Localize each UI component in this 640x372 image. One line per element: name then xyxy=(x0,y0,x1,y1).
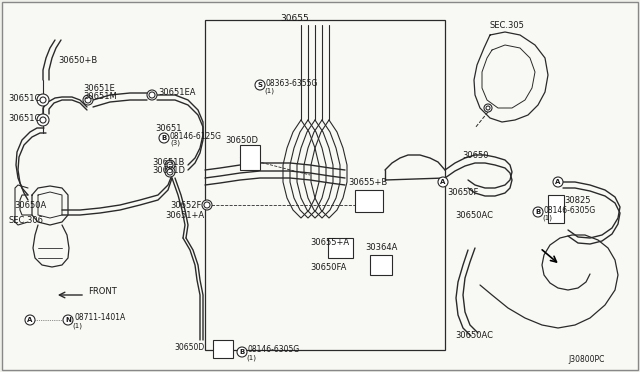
Circle shape xyxy=(167,169,173,175)
Text: 30651B: 30651B xyxy=(152,157,184,167)
Text: (1): (1) xyxy=(72,323,82,329)
Text: 08711-1401A: 08711-1401A xyxy=(74,314,125,323)
Text: 08146-6305G: 08146-6305G xyxy=(544,205,596,215)
Circle shape xyxy=(438,177,448,187)
Text: A: A xyxy=(28,317,33,323)
Text: 30655: 30655 xyxy=(280,13,308,22)
Circle shape xyxy=(237,347,247,357)
Circle shape xyxy=(484,104,492,112)
Circle shape xyxy=(149,92,155,98)
Text: 08363-6355G: 08363-6355G xyxy=(266,78,318,87)
Text: 30825: 30825 xyxy=(564,196,591,205)
Text: 30652F: 30652F xyxy=(170,201,202,209)
Text: S: S xyxy=(257,82,262,88)
Text: 30651C: 30651C xyxy=(8,93,40,103)
Text: 30651D: 30651D xyxy=(152,166,185,174)
Text: 30651M: 30651M xyxy=(83,92,116,100)
Circle shape xyxy=(165,160,175,170)
Text: 08146-6305G: 08146-6305G xyxy=(248,346,300,355)
Text: 30650: 30650 xyxy=(462,151,488,160)
Circle shape xyxy=(486,106,490,110)
Text: A: A xyxy=(556,179,561,185)
Text: 08146-6125G: 08146-6125G xyxy=(170,131,222,141)
Circle shape xyxy=(25,315,35,325)
Text: 30651EA: 30651EA xyxy=(158,87,195,96)
Circle shape xyxy=(167,162,173,168)
Bar xyxy=(328,238,353,258)
Text: (1): (1) xyxy=(542,215,552,221)
Text: SEC.306: SEC.306 xyxy=(8,215,43,224)
Text: 30651C: 30651C xyxy=(8,113,40,122)
Circle shape xyxy=(202,200,212,210)
Text: B: B xyxy=(239,349,244,355)
Text: B: B xyxy=(161,135,166,141)
Bar xyxy=(355,190,383,212)
Bar xyxy=(205,20,445,350)
Text: A: A xyxy=(440,179,445,185)
Text: N: N xyxy=(65,317,71,323)
Text: 30650D: 30650D xyxy=(175,343,205,353)
Text: 30651+A: 30651+A xyxy=(165,211,204,219)
Circle shape xyxy=(83,95,93,105)
Text: (1): (1) xyxy=(264,88,274,94)
Circle shape xyxy=(533,207,543,217)
Bar xyxy=(548,195,564,223)
Circle shape xyxy=(85,97,91,103)
Circle shape xyxy=(255,80,265,90)
Circle shape xyxy=(147,90,157,100)
Text: 30364A: 30364A xyxy=(365,244,397,253)
Circle shape xyxy=(165,167,175,177)
Text: (1): (1) xyxy=(246,355,256,361)
Text: J30800PC: J30800PC xyxy=(568,356,604,365)
Text: 30655+A: 30655+A xyxy=(310,237,349,247)
Text: 30650AC: 30650AC xyxy=(455,211,493,219)
Circle shape xyxy=(63,315,73,325)
Text: 30651: 30651 xyxy=(155,124,182,132)
Text: 30650A: 30650A xyxy=(14,201,46,209)
Text: (3): (3) xyxy=(170,140,180,146)
Bar xyxy=(240,145,260,170)
Circle shape xyxy=(40,97,46,103)
Circle shape xyxy=(553,177,563,187)
Text: 30650AC: 30650AC xyxy=(455,330,493,340)
Text: FRONT: FRONT xyxy=(88,288,116,296)
Circle shape xyxy=(37,94,49,106)
Text: SEC.305: SEC.305 xyxy=(490,20,525,29)
Text: 30650+B: 30650+B xyxy=(58,55,97,64)
Bar xyxy=(370,255,392,275)
Circle shape xyxy=(159,133,169,143)
Bar xyxy=(213,340,233,358)
Text: 30655+B: 30655+B xyxy=(348,177,387,186)
Circle shape xyxy=(204,202,210,208)
Circle shape xyxy=(40,117,46,123)
Text: 30650FA: 30650FA xyxy=(310,263,346,273)
Text: 30650F: 30650F xyxy=(447,187,478,196)
Text: 30650D: 30650D xyxy=(225,135,258,144)
Text: 30651E: 30651E xyxy=(83,83,115,93)
Text: B: B xyxy=(536,209,541,215)
Circle shape xyxy=(37,114,49,126)
